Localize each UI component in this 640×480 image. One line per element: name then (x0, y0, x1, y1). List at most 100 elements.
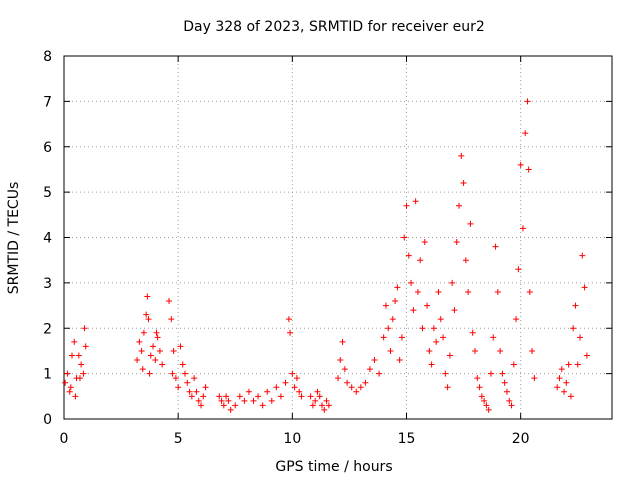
data-point (371, 357, 378, 364)
data-point (408, 279, 415, 286)
data-point (273, 384, 280, 391)
data-point (419, 325, 426, 332)
data-point (156, 347, 163, 354)
data-point (293, 375, 300, 382)
data-point (401, 234, 408, 241)
y-axis-label: SRMTID / TECUs (6, 182, 22, 295)
data-point (277, 393, 284, 400)
data-point (66, 388, 73, 395)
data-point (195, 397, 202, 404)
y-tick-label: 1 (43, 367, 52, 383)
data-point (186, 388, 193, 395)
data-point (339, 338, 346, 345)
data-point (380, 334, 387, 341)
data-point (362, 379, 369, 386)
data-point (198, 402, 204, 409)
data-point (168, 316, 175, 323)
data-point (382, 302, 389, 309)
data-point (554, 384, 561, 391)
data-point (177, 343, 184, 350)
data-point (572, 302, 579, 309)
y-tick-label: 2 (43, 321, 52, 337)
y-tick-label: 0 (43, 412, 52, 428)
data-point (376, 370, 383, 377)
data-point (478, 393, 485, 400)
data-point (71, 338, 78, 345)
data-point (285, 316, 292, 323)
data-point (218, 397, 225, 404)
data-point (428, 361, 435, 368)
data-point (506, 397, 513, 404)
data-point (579, 252, 586, 259)
axis-ticks: 0 5 10 15 20 0 1 2 3 4 5 6 7 8 (43, 49, 612, 447)
data-point (396, 357, 403, 364)
data-point (325, 402, 332, 409)
data-point (82, 343, 89, 350)
data-point (175, 384, 182, 391)
data-point (403, 202, 410, 209)
x-tick-label: 0 (60, 431, 69, 447)
data-point (497, 347, 504, 354)
data-point (78, 361, 85, 368)
data-point (522, 130, 529, 137)
data-point (460, 180, 467, 187)
data-point (182, 370, 189, 377)
data-point (492, 243, 499, 250)
data-point (558, 366, 565, 373)
x-tick-label: 20 (512, 431, 530, 447)
data-point (75, 352, 82, 359)
data-point (458, 152, 465, 159)
plot-area-frame (63, 55, 613, 420)
data-point (433, 338, 440, 345)
data-point (442, 370, 449, 377)
data-point (298, 393, 305, 400)
chart-title: Day 328 of 2023, SRMTID for receiver eur… (183, 19, 485, 35)
data-point (143, 311, 150, 318)
data-point (446, 352, 453, 359)
data-point (344, 379, 351, 386)
data-point (440, 334, 447, 341)
data-point (179, 361, 186, 368)
grid-lines (64, 56, 612, 419)
data-point (583, 352, 590, 359)
data-point (152, 357, 159, 364)
data-point (426, 347, 433, 354)
data-point (531, 375, 538, 382)
data-point (134, 357, 141, 364)
data-point (565, 361, 572, 368)
data-point (465, 288, 472, 295)
x-tick-label: 15 (398, 431, 416, 447)
data-point (312, 397, 319, 404)
data-point (389, 316, 396, 323)
data-point (153, 329, 160, 336)
data-point (449, 279, 456, 286)
data-point (81, 325, 88, 332)
data-point (561, 388, 568, 395)
data-point (220, 402, 227, 409)
data-point (394, 284, 401, 291)
data-point (296, 388, 303, 395)
y-tick-label: 3 (43, 276, 52, 292)
data-point (341, 366, 348, 373)
data-point (515, 266, 522, 273)
data-point (410, 307, 417, 314)
data-point (387, 347, 394, 354)
x-axis-label: GPS time / hours (275, 459, 392, 475)
data-point (146, 370, 153, 377)
data-point (68, 352, 75, 359)
data-point (424, 302, 431, 309)
data-point (437, 316, 444, 323)
data-point (421, 239, 428, 246)
data-point (474, 375, 481, 382)
data-point (481, 397, 488, 404)
data-point (159, 361, 166, 368)
data-point (188, 393, 195, 400)
data-point (216, 393, 223, 400)
data-point (453, 239, 460, 246)
data-point (526, 288, 533, 295)
data-point (316, 393, 323, 400)
data-point (314, 388, 321, 395)
data-point (144, 293, 151, 300)
data-point (245, 388, 252, 395)
